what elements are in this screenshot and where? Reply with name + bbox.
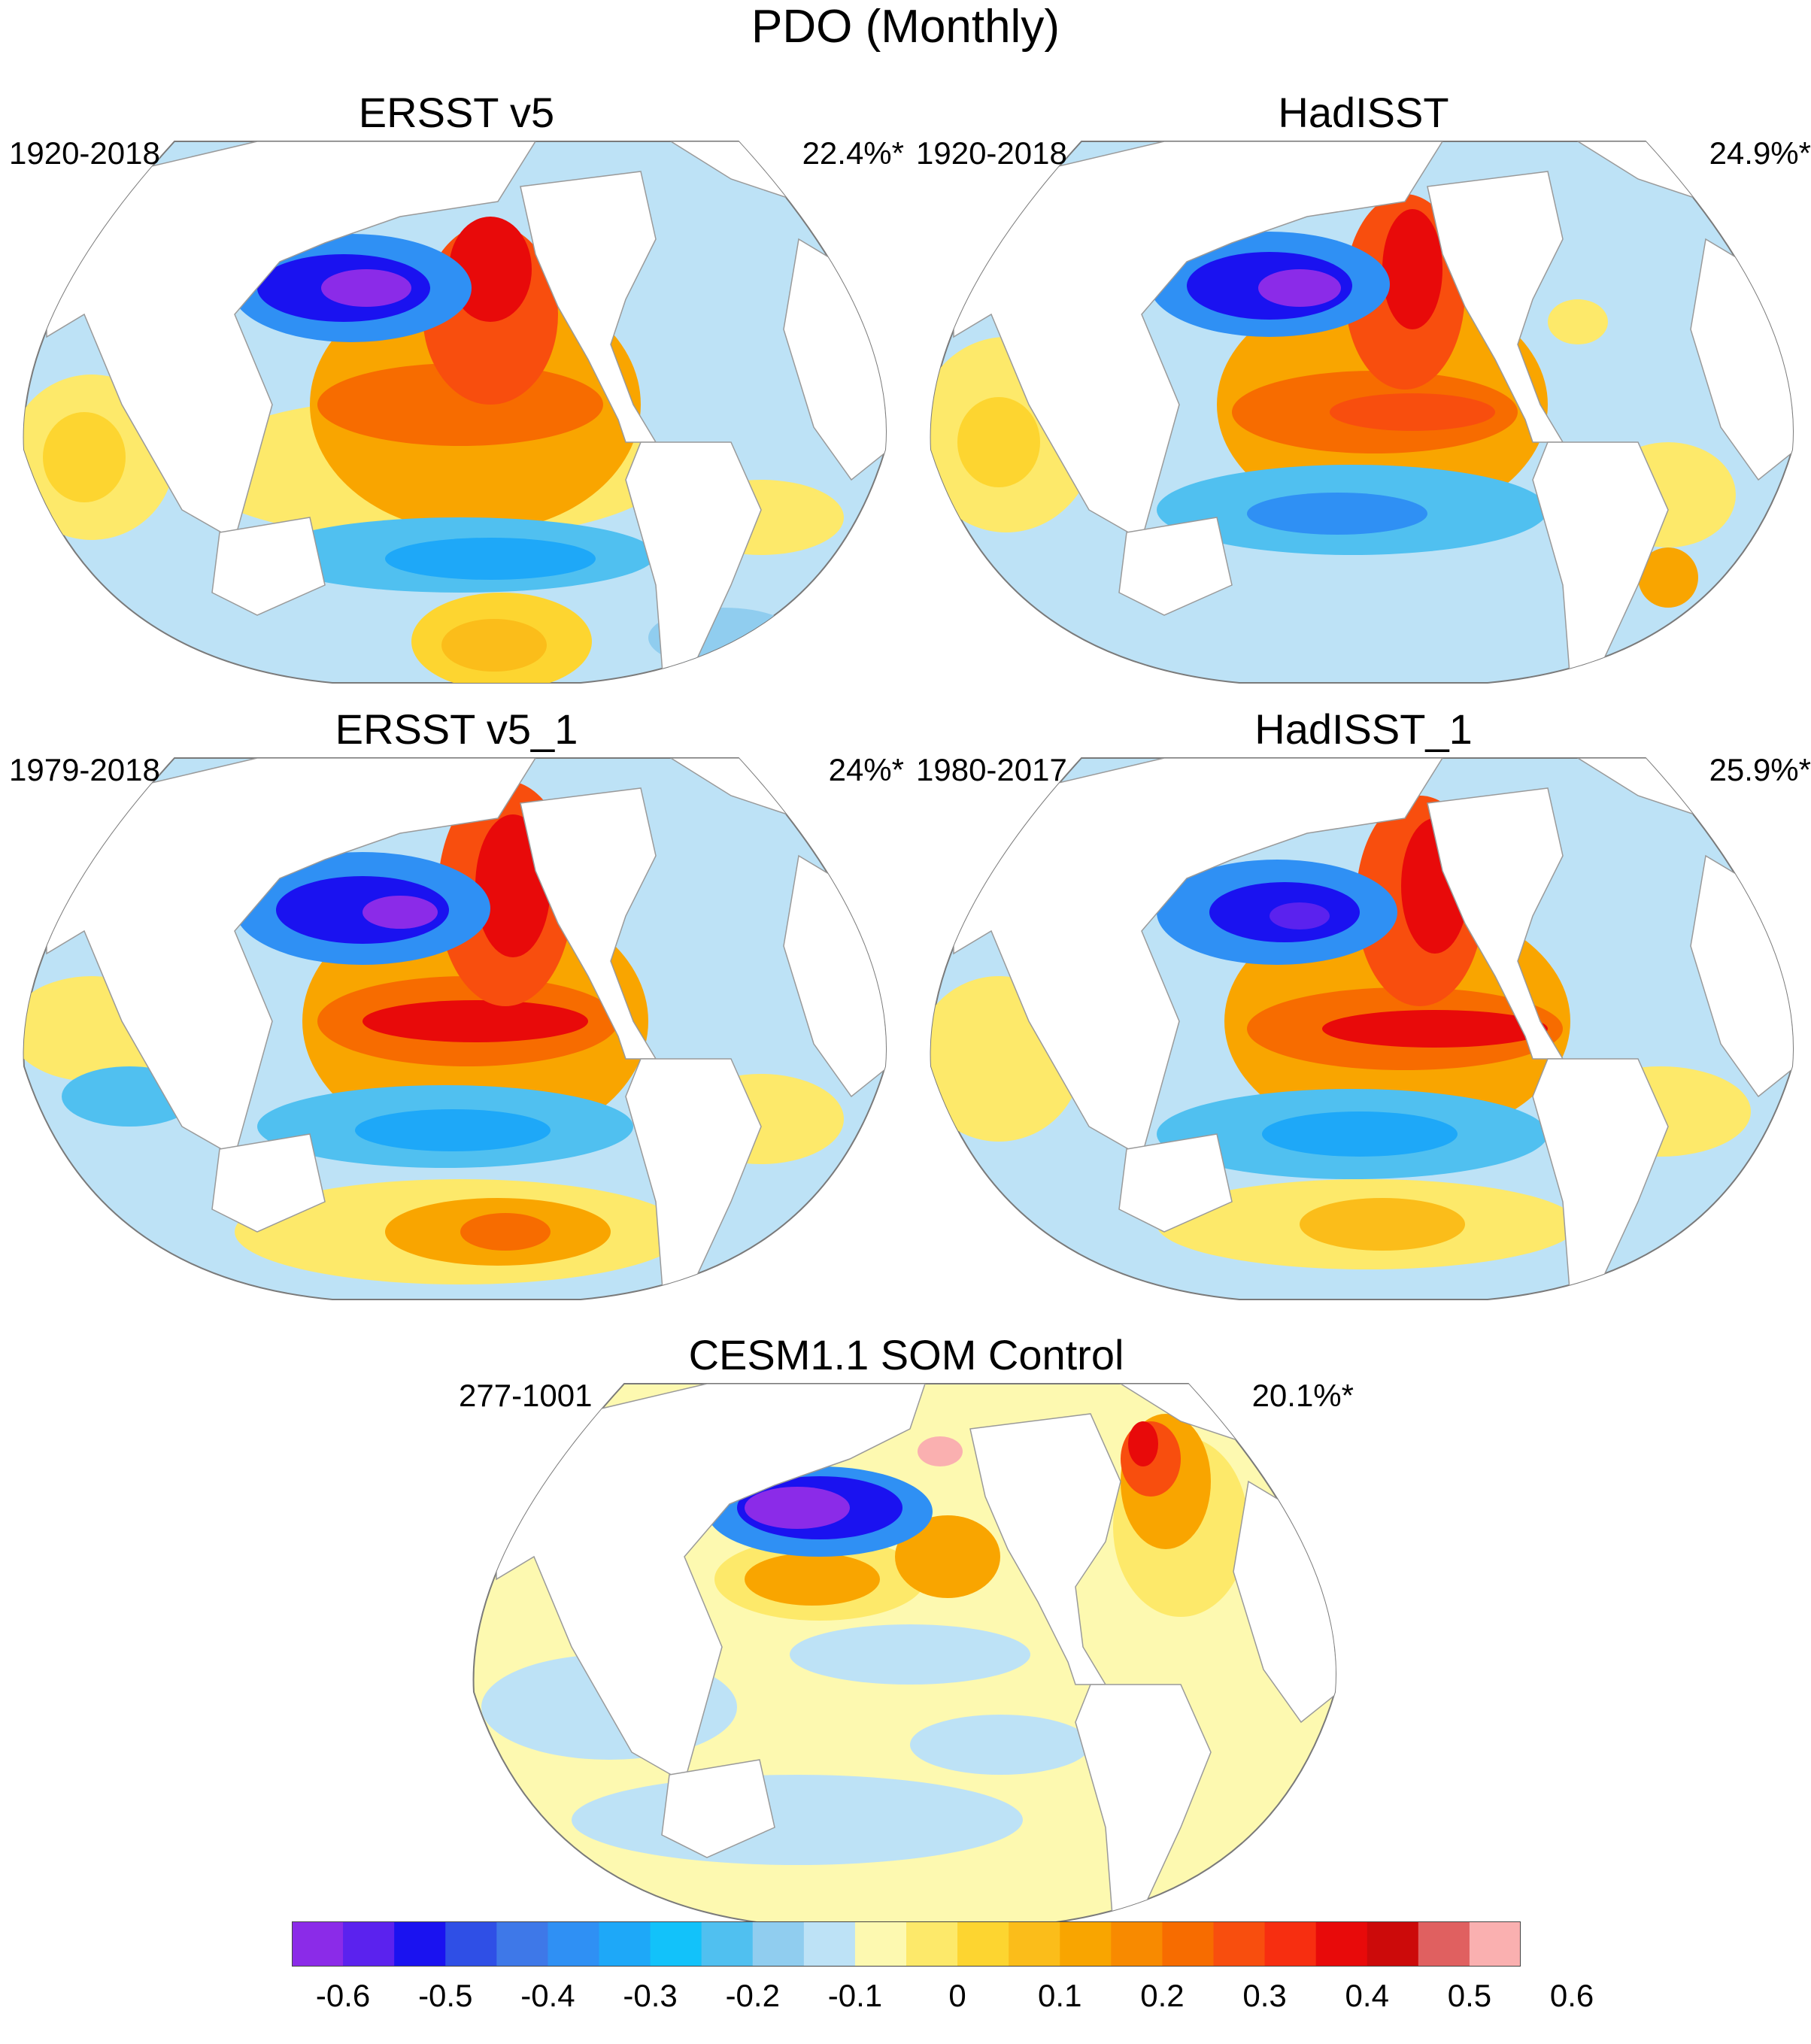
period-label: 1979-2018 [9, 752, 160, 787]
panel-title: ERSST v5 [358, 89, 555, 136]
period-label: 277-1001 [459, 1378, 593, 1413]
colorbar-tick-label: -0.3 [623, 1978, 678, 2013]
colorbar-swatch [394, 1921, 446, 1967]
colorbar-swatch [957, 1921, 1009, 1967]
colorbar-tick-label: -0.1 [827, 1978, 883, 2013]
colorbar-swatch [496, 1921, 548, 1967]
colorbar-swatch [1009, 1921, 1060, 1967]
colorbar-tick-label: 0.6 [1549, 1978, 1594, 2013]
colorbar-tick-label: -0.5 [418, 1978, 473, 2013]
colorbar-swatch [445, 1921, 497, 1967]
colorbar-swatch [1469, 1921, 1521, 1967]
colorbar-swatch [292, 1921, 344, 1967]
colorbar-tick-label: -0.4 [520, 1978, 575, 2013]
colorbar-swatch [1213, 1921, 1266, 1967]
period-label: 1920-2018 [916, 135, 1067, 171]
variance-label: 24.9%* [1709, 135, 1811, 171]
map-panel-cesm: CESM1.1 SOM Control 277-1001 20.1%* [459, 1331, 1354, 1955]
colorbar-swatch [548, 1921, 599, 1967]
colorbar-tick-label: -0.6 [315, 1978, 371, 2013]
colorbar-swatch [1315, 1921, 1368, 1967]
colorbar-swatch [906, 1921, 958, 1967]
colorbar-swatch [1111, 1921, 1163, 1967]
map-ersst-v5-1 [23, 757, 887, 1300]
colorbar [292, 1921, 1521, 1967]
panel-title: HadISST_1 [1254, 705, 1473, 753]
colorbar-swatch [1162, 1921, 1214, 1967]
panel-title: CESM1.1 SOM Control [688, 1331, 1124, 1378]
map-panel-ersst-v5: ERSST v5 1920-2018 22.4%* [9, 89, 904, 713]
colorbar-border [292, 1921, 1521, 1967]
figure-title: PDO (Monthly) [751, 1, 1060, 53]
period-label: 1920-2018 [9, 135, 160, 171]
colorbar-swatch [343, 1921, 395, 1967]
map-panel-ersst-v5-1: ERSST v5_1 1979-2018 24%* [9, 705, 904, 1330]
colorbar-tick-label: 0.3 [1242, 1978, 1287, 2013]
colorbar-tick-label: -0.2 [725, 1978, 780, 2013]
colorbar-swatch [701, 1921, 754, 1967]
variance-label: 22.4%* [802, 135, 904, 171]
variance-label: 24%* [828, 752, 904, 787]
colorbar-swatch [650, 1921, 702, 1967]
colorbar-swatch [1367, 1921, 1419, 1967]
colorbar-tick-label: 0.5 [1447, 1978, 1492, 2013]
colorbar-tick-label: 0.1 [1038, 1978, 1082, 2013]
map-ersst-v5 [23, 141, 887, 684]
period-label: 1980-2017 [916, 752, 1067, 787]
colorbar-tick-label: 0.4 [1345, 1978, 1389, 2013]
panel-title: HadISST [1278, 89, 1449, 136]
colorbar-swatch [752, 1921, 805, 1967]
panel-title: ERSST v5_1 [335, 705, 578, 753]
colorbar-swatch [599, 1921, 651, 1967]
map-hadisst-1 [930, 757, 1794, 1300]
variance-label: 20.1%* [1251, 1378, 1354, 1413]
colorbar-swatch [1418, 1921, 1470, 1967]
colorbar-swatch [854, 1921, 907, 1967]
variance-label: 25.9%* [1709, 752, 1811, 787]
colorbar-tick-label: 0.2 [1140, 1978, 1185, 2013]
colorbar-swatch [803, 1921, 856, 1967]
colorbar-tick-label: 0 [948, 1978, 966, 2013]
map-panel-hadisst: HadISST 1920-2018 24.9%* [916, 89, 1811, 713]
map-panel-hadisst-1: HadISST_1 1980-2017 25.9%* [916, 705, 1811, 1330]
map-hadisst [930, 141, 1794, 684]
map-cesm [472, 1383, 1336, 1926]
colorbar-swatch [1060, 1921, 1112, 1967]
colorbar-swatch [1264, 1921, 1317, 1967]
